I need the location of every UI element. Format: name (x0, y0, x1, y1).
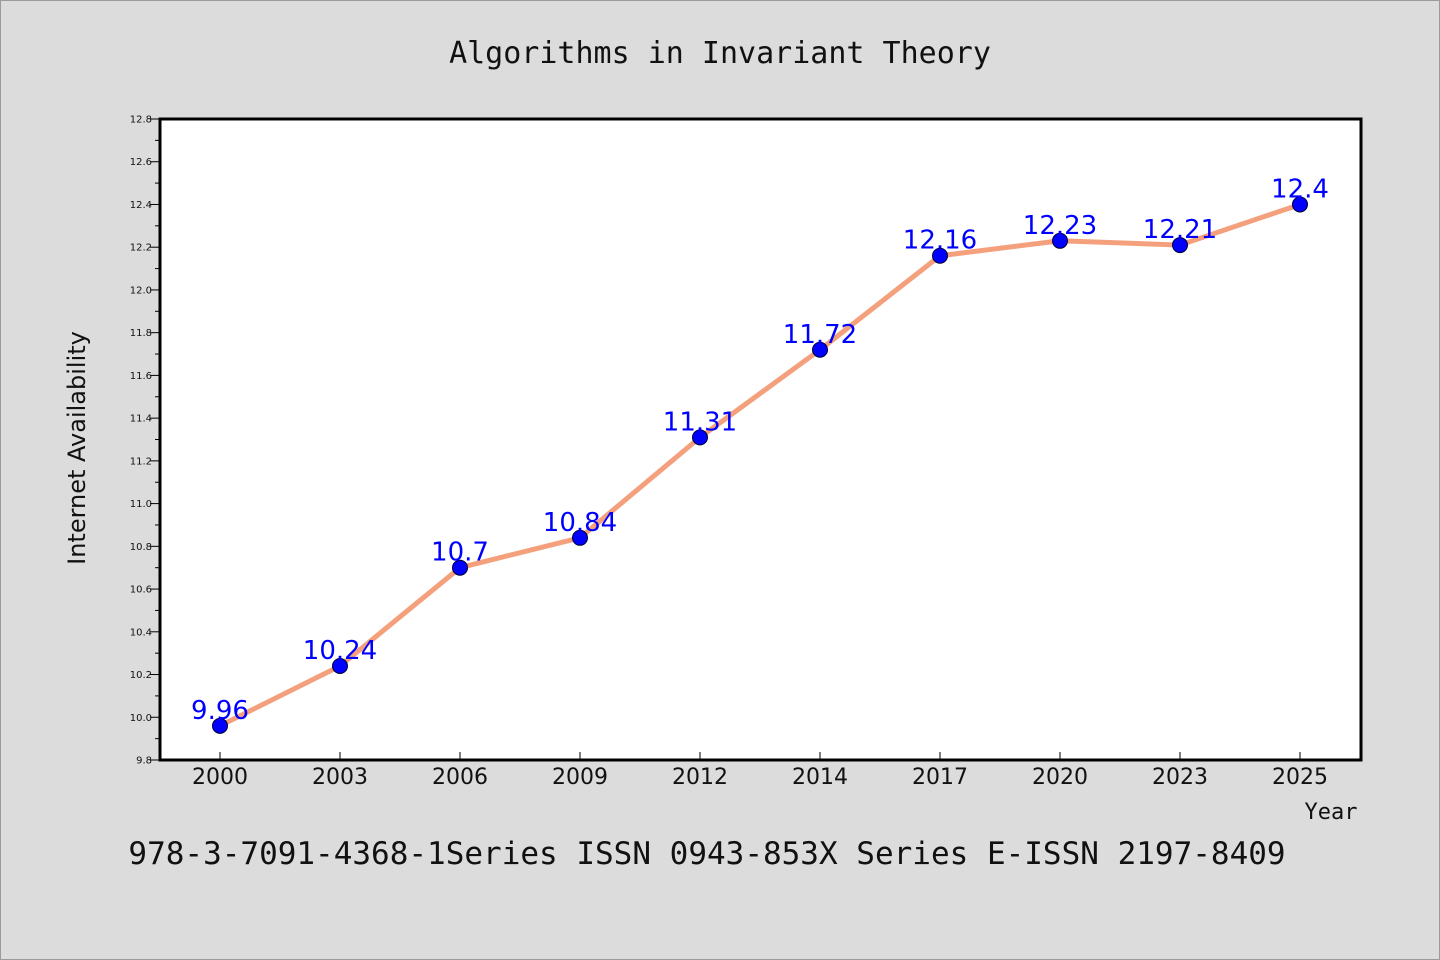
y-tick-label: 12.0 (130, 285, 152, 296)
x-tick-label: 2003 (312, 765, 368, 790)
y-tick-label: 10.6 (130, 585, 152, 596)
y-tick-label: 11.8 (130, 328, 152, 339)
data-point (212, 717, 228, 734)
x-tick-label: 2009 (552, 765, 608, 790)
chart-title: Algorithms in Invariant Theory (449, 36, 991, 71)
data-label: 12.16 (903, 226, 977, 256)
data-point (452, 559, 468, 576)
y-axis-label: Internet Availability (63, 331, 91, 565)
data-point (572, 529, 588, 546)
data-point (1052, 232, 1068, 249)
y-axis: 9.8 10.0 10.2 10.4 10.6 10.8 11.0 11.2 11.4 11.6 1… (130, 115, 160, 767)
y-tick-label: 11.0 (130, 499, 152, 510)
x-tick-label: 2017 (912, 765, 968, 790)
x-tick-label: 2012 (672, 765, 728, 790)
data-label: 12.4 (1271, 174, 1329, 204)
x-tick-label: 2006 (432, 765, 488, 790)
data-label: 10.84 (543, 508, 617, 538)
plot-area (158, 117, 1363, 762)
data-point (1172, 237, 1188, 254)
data-point (1292, 196, 1308, 213)
x-axis-label: Year (1305, 800, 1358, 825)
data-point (332, 657, 348, 674)
x-tick-label: 2020 (1032, 765, 1088, 790)
data-label: 10.24 (303, 636, 377, 666)
data-point (932, 247, 948, 264)
data-markers (212, 196, 1308, 734)
data-labels: 9.96 10.24 10.7 10.84 11.31 11.72 12.16 12.23 12… (191, 174, 1329, 725)
data-label: 10.7 (431, 538, 489, 568)
x-tick-label: 2014 (792, 765, 848, 790)
y-tick-label: 12.2 (130, 243, 152, 254)
data-label: 12.23 (1023, 211, 1097, 241)
y-tick-label: 10.0 (130, 713, 152, 724)
x-tick-label: 2025 (1272, 765, 1328, 790)
data-label: 12.21 (1143, 215, 1217, 245)
y-tick-label: 10.8 (130, 542, 152, 553)
data-point (692, 429, 708, 446)
series-line (217, 201, 1303, 729)
data-point (812, 341, 828, 358)
y-tick-label: 10.2 (130, 670, 152, 681)
x-tick-label: 2023 (1152, 765, 1208, 790)
y-tick-label: 10.4 (130, 627, 152, 638)
data-label: 11.31 (663, 407, 737, 437)
caption: 978-3-7091-4368-1Series ISSN 0943-853X S… (128, 836, 1285, 872)
x-axis: 2000 2003 2006 2009 2012 2014 2017 2020 2023 2025 (192, 752, 1328, 790)
data-label: 11.72 (783, 320, 857, 350)
data-label: 9.96 (191, 696, 249, 726)
y-tick-label: 11.4 (130, 414, 152, 425)
y-tick-label: 11.6 (130, 371, 152, 382)
y-tick-label: 9.8 (136, 756, 152, 767)
x-tick-label: 2000 (192, 765, 248, 790)
y-tick-label: 11.2 (130, 456, 152, 467)
y-tick-label: 12.8 (130, 115, 152, 126)
y-tick-label: 12.4 (130, 200, 152, 211)
y-tick-label: 12.6 (130, 157, 152, 168)
